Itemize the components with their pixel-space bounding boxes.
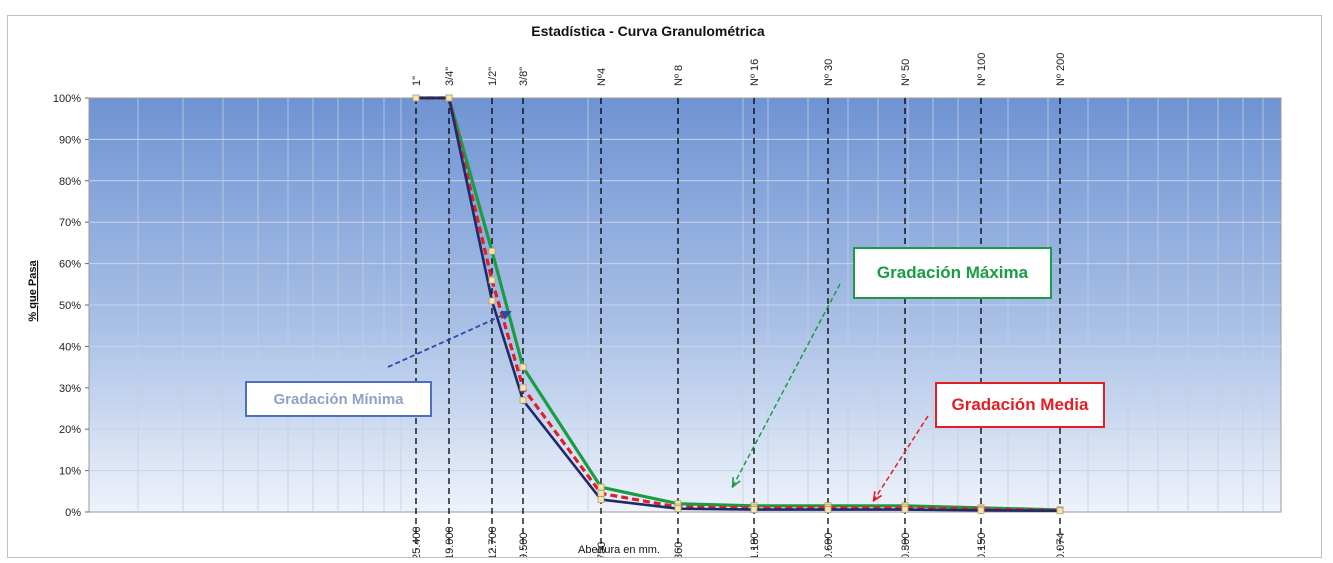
sieve-label: Nº4 [596, 68, 608, 86]
sieve-label: 3/4" [444, 67, 456, 86]
annotation-gradacion-media: Gradación Media [935, 382, 1105, 428]
x-tick-label: 0.300 [900, 532, 912, 557]
sieve-label: 1" [411, 76, 423, 86]
x-tick-label: 12.700 [487, 526, 499, 557]
sieve-lines [415, 98, 1061, 550]
y-tick-label: 0% [65, 507, 81, 519]
x-tick-label: 19.000 [444, 526, 456, 557]
data-point [519, 363, 527, 371]
data-point [901, 506, 909, 513]
x-tick-label: 0.074 [1055, 532, 1067, 557]
data-point [824, 506, 832, 513]
x-tick-label: 0.150 [976, 532, 988, 557]
sieve-label: Nº 16 [749, 59, 761, 86]
data-point [977, 506, 985, 514]
series-lines [412, 94, 1064, 515]
annotation-gradacion-minima: Gradación Mínima [245, 381, 432, 417]
arrow-maxima [733, 283, 841, 486]
data-point [519, 396, 527, 404]
data-point [488, 276, 496, 284]
y-tick-label: 70% [59, 217, 81, 229]
sieve-label: Nº 200 [1055, 53, 1067, 86]
arrow-minima [387, 310, 512, 368]
y-tick-label: 30% [59, 383, 81, 395]
data-point [597, 489, 605, 497]
sieve-label: Nº 30 [823, 59, 835, 86]
x-axis-label: Abertura en mm. [578, 544, 660, 556]
y-tick-label: 80% [59, 176, 81, 188]
x-tick-label: 0.600 [823, 532, 835, 557]
y-tick-label: 10% [59, 466, 81, 478]
data-point [1056, 507, 1064, 515]
chart-title: Estadística - Curva Granulométrica [531, 23, 765, 39]
data-point [412, 94, 420, 102]
y-tick-label: 50% [59, 300, 81, 312]
y-tick-label: 90% [59, 134, 81, 146]
sieve-label: 3/8" [518, 67, 530, 86]
sieve-label: Nº 8 [673, 65, 685, 86]
sieve-labels: 1" 3/4" 1/2" 3/8" Nº4 Nº 8 Nº 16 Nº 30 Nº 50 Nº 1… [411, 53, 1067, 86]
sieve-label: Nº 50 [900, 59, 912, 86]
y-tick-label: 100% [53, 93, 81, 105]
sieve-label: Nº 100 [976, 53, 988, 86]
data-point [674, 505, 682, 513]
sieve-label: 1/2" [487, 67, 499, 86]
y-tick-label: 40% [59, 341, 81, 353]
x-axis-ticks: 25.400 19.000 12.700 9.500 750 360 1.180 0.600 0… [411, 526, 1067, 557]
x-tick-label: 25.400 [411, 526, 423, 557]
data-point [519, 384, 527, 392]
granulometric-chart: Estadística - Curva Granulométrica 0% 10%… [27, 23, 1282, 557]
y-tick-label: 60% [59, 259, 81, 271]
arrow-media [874, 415, 929, 500]
data-point [488, 247, 496, 255]
grid-layer [89, 98, 1281, 512]
annotation-gradacion-maxima: Gradación Máxima [853, 247, 1052, 299]
data-point [488, 297, 496, 305]
y-axis-ticks: 0% 10% 20% 30% 40% 50% 60% 70% 80% 90% 100% [53, 93, 89, 519]
data-point [445, 94, 453, 102]
x-tick-label: 360 [673, 542, 685, 557]
data-point [750, 506, 758, 513]
x-tick-label: 9.500 [518, 532, 530, 557]
data-point [597, 496, 605, 503]
x-tick-label: 1.180 [749, 532, 761, 557]
x-tick-label: 750 [596, 542, 608, 557]
y-axis-label: % que Pasa [27, 260, 39, 322]
y-tick-label: 20% [59, 424, 81, 436]
chart-frame: Estadística - Curva Granulométrica 0% 10%… [7, 15, 1322, 558]
data-point [597, 483, 605, 491]
